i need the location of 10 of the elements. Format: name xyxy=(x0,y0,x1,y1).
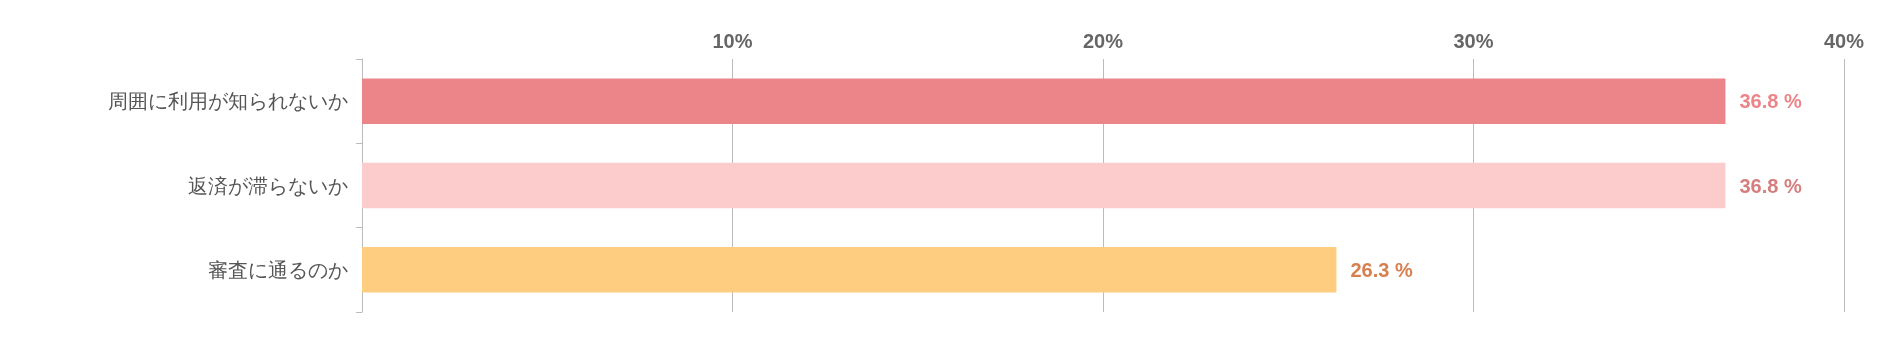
y-tick-label: 周囲に利用が知られないか xyxy=(108,89,348,114)
x-tick-label: 10% xyxy=(712,30,753,52)
y-tick-label: 審査に通るのか xyxy=(208,257,348,282)
x-tick-label: 20% xyxy=(1082,30,1124,52)
x-tick-label: 30% xyxy=(1453,30,1494,52)
data-label: 36.8 % xyxy=(1739,90,1802,113)
data-label: 36.8 % xyxy=(1739,174,1802,197)
x-tick-label: 40% xyxy=(1823,30,1865,52)
y-tick-label: 返済が滞らないか xyxy=(188,173,348,198)
data-label: 26.3 % xyxy=(1350,258,1413,281)
